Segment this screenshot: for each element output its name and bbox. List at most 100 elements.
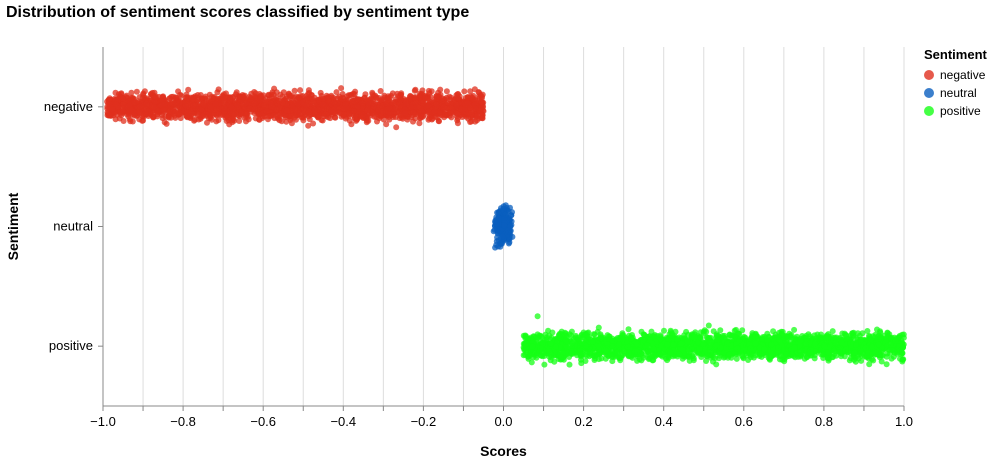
data-point-positive [714, 337, 721, 344]
data-point-negative [131, 99, 138, 106]
data-point-negative [125, 113, 132, 120]
data-point-positive [868, 336, 875, 343]
data-point-positive [825, 357, 832, 364]
data-point-negative [119, 95, 126, 102]
data-point-negative [213, 105, 220, 112]
data-point-negative [461, 88, 468, 95]
data-point-negative [332, 114, 339, 121]
data-point-negative [233, 89, 240, 96]
data-point-positive [831, 347, 838, 354]
data-point-positive [586, 353, 593, 360]
data-point-negative [374, 118, 380, 125]
data-point-positive [715, 355, 722, 362]
data-point-negative [182, 102, 189, 109]
data-point-negative [271, 85, 278, 92]
data-point-positive [629, 354, 636, 361]
data-point-negative [177, 110, 184, 117]
data-point-positive [811, 355, 818, 362]
data-point-positive [614, 349, 620, 356]
data-point-positive [534, 313, 541, 320]
data-point-positive [522, 351, 529, 358]
data-point-negative [373, 94, 380, 101]
data-point-neutral [495, 229, 502, 236]
data-point-negative [233, 102, 240, 108]
data-point-positive [847, 355, 854, 362]
data-point-negative [454, 115, 461, 122]
data-point-neutral [499, 233, 506, 240]
data-point-positive [697, 334, 704, 341]
data-point-negative [467, 88, 474, 95]
data-point-positive [561, 350, 568, 356]
data-point-positive [878, 358, 885, 365]
data-point-positive [561, 332, 568, 339]
data-point-negative [246, 105, 253, 112]
data-point-negative [479, 115, 486, 122]
data-point-negative [292, 106, 298, 113]
data-point-positive [624, 343, 631, 350]
data-point-negative [204, 119, 210, 126]
data-point-positive [679, 355, 686, 362]
data-point-neutral [500, 203, 507, 210]
data-point-negative [345, 92, 352, 99]
data-point-negative [455, 95, 462, 102]
data-point-negative [112, 95, 119, 102]
data-point-positive [868, 356, 875, 363]
data-point-negative [191, 117, 198, 124]
data-point-negative [431, 108, 438, 115]
data-point-positive [733, 326, 739, 333]
data-point-negative [173, 94, 180, 101]
data-point-negative [129, 118, 136, 125]
data-point-positive [615, 341, 622, 348]
data-point-negative [256, 116, 263, 123]
data-point-negative [433, 101, 440, 108]
data-point-positive [700, 341, 707, 348]
data-point-negative [258, 92, 265, 99]
data-point-positive [608, 353, 615, 360]
data-point-negative [305, 108, 312, 115]
data-point-negative [163, 120, 170, 127]
data-point-neutral [502, 211, 509, 218]
data-point-negative [354, 96, 361, 103]
data-point-negative [419, 113, 426, 120]
data-point-negative [379, 108, 386, 115]
data-point-negative [212, 96, 219, 103]
data-point-positive [650, 345, 657, 352]
data-point-negative [333, 89, 340, 96]
data-point-positive [825, 349, 831, 356]
data-point-negative [109, 106, 116, 113]
data-point-positive [812, 348, 818, 355]
data-point-positive [651, 351, 658, 358]
data-point-positive [713, 331, 720, 338]
data-point-negative [474, 112, 481, 119]
data-point-negative [338, 85, 345, 92]
data-point-negative [379, 96, 385, 103]
data-point-positive [791, 326, 798, 333]
data-point-positive [730, 332, 737, 339]
data-point-positive [578, 360, 585, 367]
data-point-negative [251, 100, 258, 107]
data-point-negative [251, 105, 258, 112]
data-point-positive [563, 344, 570, 351]
data-point-negative [208, 116, 215, 123]
data-point-negative [128, 89, 135, 96]
data-point-positive [745, 357, 752, 363]
data-point-negative [364, 107, 371, 114]
data-point-neutral [501, 222, 508, 229]
data-point-positive [887, 335, 894, 341]
data-point-positive [818, 331, 824, 338]
data-point-negative [136, 109, 143, 116]
data-point-negative [421, 94, 428, 101]
data-point-negative [411, 87, 418, 94]
data-point-negative [352, 115, 359, 122]
data-point-negative [256, 97, 263, 104]
data-point-negative [214, 89, 221, 96]
data-point-positive [761, 346, 768, 353]
data-point-negative [404, 116, 411, 123]
data-point-negative [236, 118, 243, 124]
data-point-positive [897, 355, 903, 362]
data-point-positive [625, 326, 632, 333]
data-point-negative [454, 110, 461, 117]
data-point-positive [717, 327, 724, 334]
data-point-negative [327, 115, 334, 122]
